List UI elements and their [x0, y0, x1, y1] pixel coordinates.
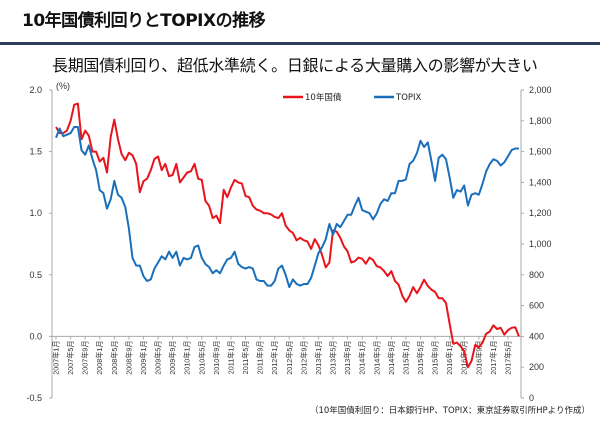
series-line-topix [55, 126, 519, 289]
x-tick-label: 2017年5月 [503, 340, 512, 374]
x-tick-label: 2012年5月 [285, 340, 294, 374]
x-tick-label: 2011年9月 [256, 340, 265, 374]
legend: 10年国債 TOPIX [283, 92, 422, 103]
x-tick-label: 2008年9月 [124, 340, 133, 374]
x-tick-label: 2015年1月 [401, 340, 410, 374]
x-tick-label: 2007年5月 [66, 340, 75, 374]
x-tick-label: 2008年1月 [95, 340, 104, 374]
x-tick-label: 2009年1月 [139, 340, 148, 374]
x-tick-label: 2009年5月 [154, 340, 163, 374]
right-tick-label: 400 [529, 331, 544, 341]
series-line-jgb [55, 102, 520, 369]
right-tick-label: 600 [529, 301, 544, 311]
left-tick-label: 1.5 [29, 147, 42, 157]
right-tick-label: 1,800 [529, 116, 552, 126]
x-tick-label: 2016年5月 [460, 340, 469, 374]
right-tick-label: 200 [529, 362, 544, 372]
right-tick-label: 1,400 [529, 177, 552, 187]
x-tick-label: 2016年9月 [474, 340, 483, 374]
x-tick-label: 2012年1月 [270, 340, 279, 374]
left-tick-label: 2.0 [29, 85, 42, 95]
right-tick-label: 2,000 [529, 85, 552, 95]
page-title: 10年国債利回りとTOPIXの推移 [22, 11, 266, 31]
x-tick-label: 2007年9月 [81, 340, 90, 374]
x-tick-label: 2015年5月 [416, 340, 425, 374]
x-tick-label: 2009年9月 [168, 340, 177, 374]
x-tick-label: 2011年1月 [226, 340, 235, 374]
x-tick-label: 2013年1月 [314, 340, 323, 374]
chart-title: 長期国債利回り、超低水準続く。日銀による大量購入の影響が大きい [52, 56, 538, 75]
right-tick-label: 1,600 [529, 147, 552, 157]
source-note: （10年国債利回り：日本銀行HP、TOPIX：東京証券取引所HPより作成） [309, 406, 590, 416]
x-tick-label: 2011年5月 [241, 340, 250, 374]
x-tick-label: 2014年1月 [358, 340, 367, 374]
x-tick-label: 2010年1月 [183, 340, 192, 374]
legend-label-topix: TOPIX [395, 93, 422, 103]
right-tick-label: 800 [529, 270, 544, 280]
x-tick-label: 2013年9月 [343, 340, 352, 374]
x-tick-label: 2015年9月 [431, 340, 440, 374]
left-tick-label: 0.5 [29, 270, 42, 280]
right-tick-label: 0 [529, 393, 534, 403]
x-tick-label: 2010年9月 [212, 340, 221, 374]
x-tick-label: 2014年5月 [372, 340, 381, 374]
right-tick-label: 1,200 [529, 208, 552, 218]
x-tick-label: 2010年5月 [197, 340, 206, 374]
legend-label-jgb: 10年国債 [305, 92, 342, 103]
left-tick-label: 1.0 [29, 208, 42, 218]
x-tick-label: 2016年1月 [445, 340, 454, 374]
right-tick-label: 1,000 [529, 239, 552, 249]
left-tick-label: 0.0 [29, 331, 42, 341]
title-divider [0, 42, 600, 45]
x-tick-label: 2007年1月 [52, 340, 61, 374]
x-tick-label: 2014年9月 [387, 340, 396, 374]
x-tick-label: 2012年9月 [299, 340, 308, 374]
x-tick-label: 2017年1月 [489, 340, 498, 374]
x-tick-label: 2013年5月 [329, 340, 338, 374]
x-tick-label: 2008年5月 [110, 340, 119, 374]
left-tick-label: -0.5 [26, 393, 42, 403]
left-axis-unit: (%) [56, 81, 70, 91]
